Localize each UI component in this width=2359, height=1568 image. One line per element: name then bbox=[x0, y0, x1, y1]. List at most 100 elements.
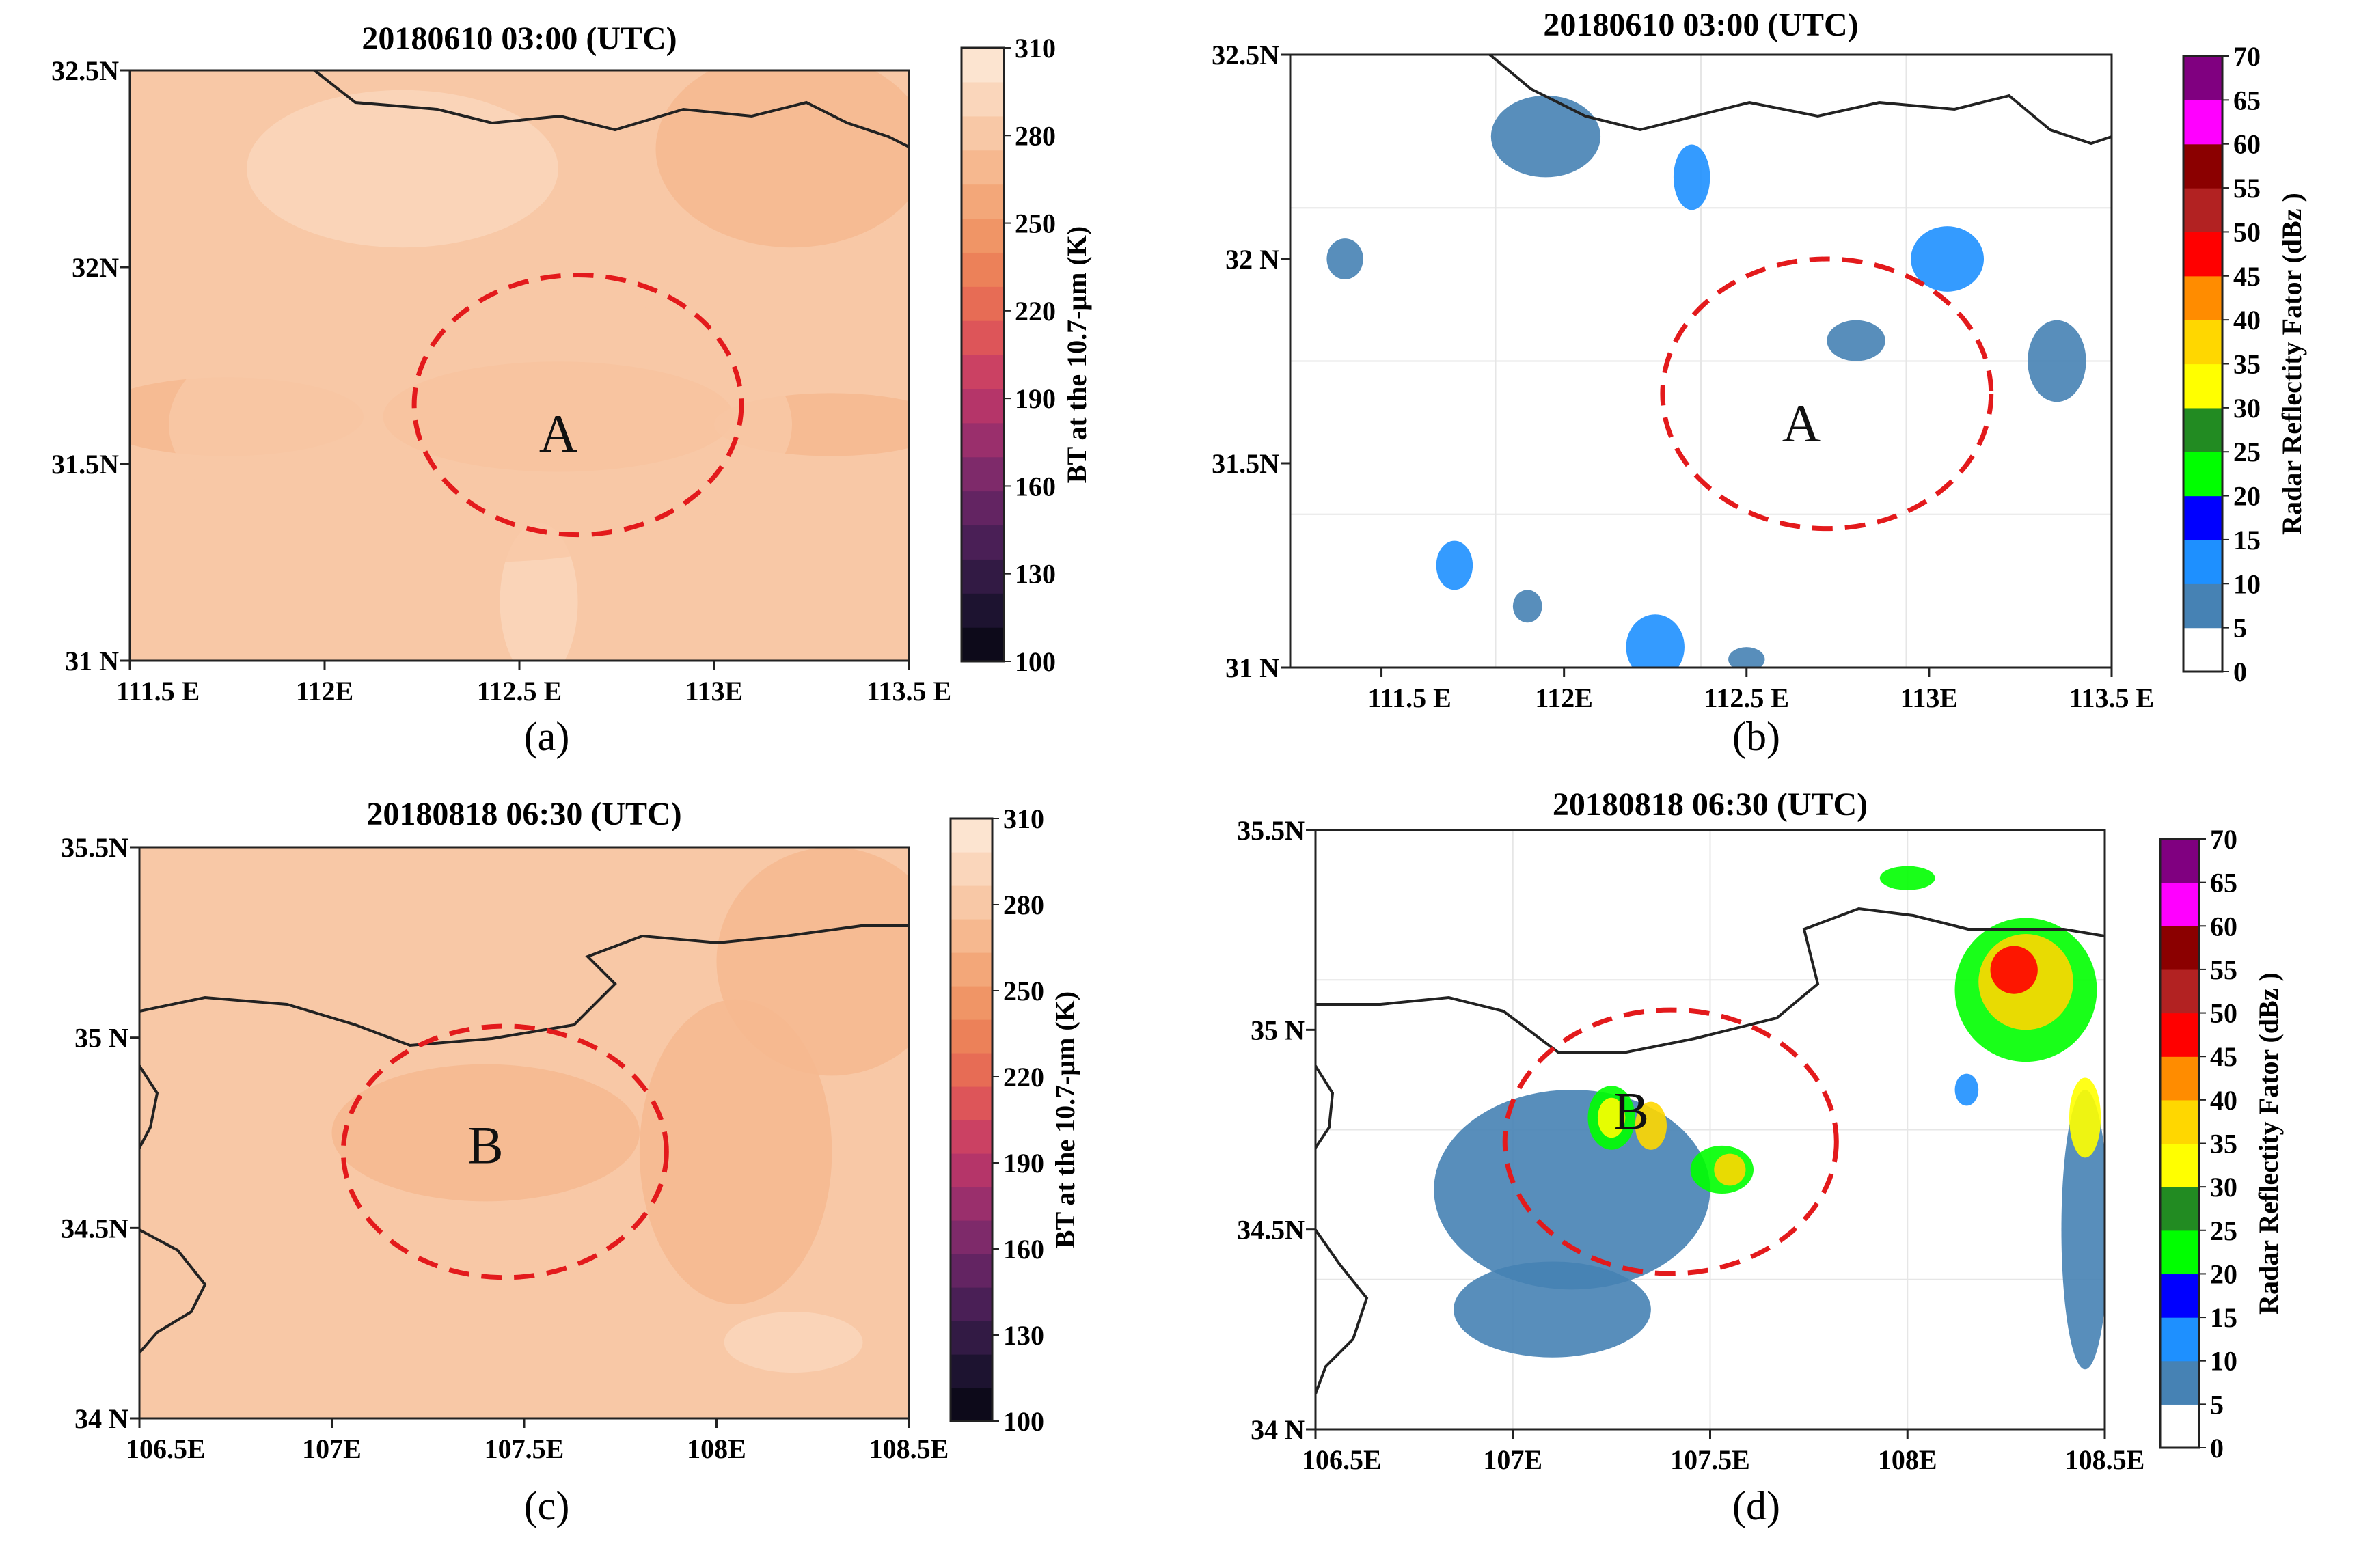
colorbar-segment-11 bbox=[2160, 926, 2199, 970]
colorbar-segment-16 bbox=[951, 852, 992, 886]
panel-title: 20180818 06:30 (UTC) bbox=[366, 796, 681, 832]
colorbar-segment-11 bbox=[2183, 143, 2222, 189]
x-tick-label: 108E bbox=[1878, 1444, 1937, 1475]
colorbar-tick-label: 15 bbox=[2233, 525, 2261, 555]
colorbar-segment-12 bbox=[951, 986, 992, 1020]
colorbar-segment-4 bbox=[2160, 1230, 2199, 1275]
colorbar-tick-label: 40 bbox=[2233, 305, 2261, 335]
colorbar-segment-11 bbox=[951, 1019, 992, 1054]
colorbar-segment-4 bbox=[951, 1254, 992, 1288]
plot-area: A bbox=[130, 70, 909, 661]
colorbar-segment-2 bbox=[962, 559, 1004, 594]
y-tick-label: 34.5N bbox=[61, 1213, 128, 1243]
panel-b: A 20180610 03:00 (UTC) 111.5 E 112E 112.5 E 1… bbox=[1212, 7, 2307, 759]
highlight-circle bbox=[1502, 1007, 1839, 1276]
colorbar-segment-8 bbox=[2160, 1056, 2199, 1101]
echo-cell-10 bbox=[1714, 1153, 1746, 1186]
colorbar-segment-5 bbox=[951, 1220, 992, 1254]
echo-cell-0 bbox=[1490, 95, 1601, 178]
panel-d: B 20180818 06:30 (UTC) 106.5E 107E 107.5E 108… bbox=[1237, 786, 2284, 1528]
x-tick-label: 111.5 E bbox=[1368, 683, 1451, 713]
province-border-0 bbox=[1315, 907, 2105, 1054]
colorbar-segment-12 bbox=[2183, 100, 2222, 145]
colorbar-segment-12 bbox=[2160, 882, 2199, 926]
colorbar-tick-label: 20 bbox=[2210, 1258, 2237, 1289]
echo-cell-2 bbox=[2061, 1090, 2105, 1370]
colorbar-tick-label: 35 bbox=[2210, 1129, 2237, 1159]
colorbar-segment-4 bbox=[2183, 452, 2222, 497]
echo-cell-8 bbox=[1635, 1101, 1667, 1150]
x-tick-label: 113E bbox=[685, 676, 743, 706]
x-tick-label: 112.5 E bbox=[477, 676, 562, 706]
x-tick-label: 113E bbox=[1900, 683, 1958, 713]
colorbar-tick-label: 20 bbox=[2233, 481, 2261, 512]
y-tick-label: 32.5N bbox=[1212, 40, 1279, 70]
province-border-2 bbox=[1315, 1228, 1369, 1394]
colorbar-segment-9 bbox=[951, 1086, 992, 1120]
colorbar-segment-15 bbox=[962, 115, 1004, 151]
colorbar-segment-3 bbox=[2183, 495, 2222, 540]
province-border-1 bbox=[139, 1064, 159, 1149]
colorbar-segment-6 bbox=[2183, 363, 2222, 409]
colorbar-segment-17 bbox=[951, 819, 992, 853]
echo-cell-8 bbox=[1326, 238, 1363, 279]
colorbar-segment-3 bbox=[2160, 1274, 2199, 1318]
region-label: B bbox=[1613, 1081, 1649, 1140]
province-border-0 bbox=[313, 70, 909, 148]
bt-feature-0 bbox=[331, 1064, 640, 1202]
bt-feature-3 bbox=[724, 1311, 863, 1373]
province-border-0 bbox=[1488, 55, 2112, 146]
y-tick-label: 34.5N bbox=[1237, 1215, 1305, 1246]
colorbar-tick-label: 45 bbox=[2210, 1041, 2237, 1072]
colorbar-tick-label: 160 bbox=[1015, 471, 1056, 501]
colorbar-segment-1 bbox=[962, 593, 1004, 628]
colorbar-frame bbox=[949, 817, 994, 1422]
echo-cell-4 bbox=[1436, 540, 1473, 590]
colorbar-segment-7 bbox=[2183, 320, 2222, 365]
colorbar-tick-label: 280 bbox=[1015, 120, 1056, 151]
panel-c: B 20180818 06:30 (UTC) 106.5E 107E 107.5E 108… bbox=[61, 796, 1080, 1528]
echo-cell-1 bbox=[1454, 1261, 1651, 1358]
colorbar-segment-7 bbox=[962, 388, 1004, 424]
colorbar-segment-3 bbox=[951, 1287, 992, 1321]
colorbar-label: Radar Reflectity Fator (dBz ) bbox=[2276, 193, 2307, 535]
echo-cell-5 bbox=[1512, 590, 1542, 623]
bt-feature-4 bbox=[247, 90, 558, 248]
colorbar-tick-label: 130 bbox=[1003, 1320, 1044, 1351]
colorbar-tick-label: 55 bbox=[2210, 954, 2237, 985]
colorbar-tick-label: 190 bbox=[1003, 1148, 1044, 1179]
highlight-circle bbox=[411, 273, 744, 538]
y-tick-label: 31.5N bbox=[51, 449, 119, 480]
colorbar-tick-label: 100 bbox=[1003, 1406, 1044, 1437]
y-tick-label: 35.5N bbox=[61, 832, 128, 863]
colorbar-tick-label: 5 bbox=[2233, 613, 2247, 644]
colorbar-segment-9 bbox=[2183, 232, 2222, 277]
x-tick-label: 113.5 E bbox=[2069, 683, 2154, 713]
colorbar-segment-12 bbox=[962, 218, 1004, 253]
colorbar-segment-0 bbox=[962, 627, 1004, 662]
colorbar-tick-label: 65 bbox=[2210, 868, 2237, 898]
colorbar-segment-1 bbox=[2160, 1360, 2199, 1405]
x-tick-label: 112.5 E bbox=[1704, 683, 1789, 713]
plot-area: A bbox=[1290, 55, 2112, 668]
region-label: A bbox=[1782, 394, 1821, 453]
plot-frame bbox=[1289, 53, 2113, 669]
colorbar-tick-label: 250 bbox=[1003, 976, 1044, 1006]
x-tick-label: 113.5 E bbox=[867, 676, 951, 706]
colorbar-tick-label: 0 bbox=[2210, 1433, 2224, 1463]
colorbar-segment-7 bbox=[951, 1153, 992, 1187]
y-tick-label: 34 N bbox=[74, 1403, 128, 1434]
colorbar-segment-2 bbox=[951, 1321, 992, 1355]
panel-caption: (d) bbox=[1732, 1483, 1780, 1528]
colorbar-segment-13 bbox=[2160, 839, 2199, 883]
colorbar-segment-8 bbox=[2183, 275, 2222, 320]
y-tick-label: 35 N bbox=[74, 1023, 128, 1054]
province-border-1 bbox=[1315, 1064, 1335, 1149]
y-tick-label: 32.5N bbox=[51, 55, 119, 86]
echo-cell-1 bbox=[1673, 144, 1710, 210]
colorbar-segment-13 bbox=[2183, 56, 2222, 100]
colorbar-segment-1 bbox=[951, 1354, 992, 1388]
colorbar-segment-8 bbox=[951, 1120, 992, 1154]
panel-caption: (a) bbox=[524, 714, 570, 759]
colorbar-segment-7 bbox=[2160, 1099, 2199, 1144]
